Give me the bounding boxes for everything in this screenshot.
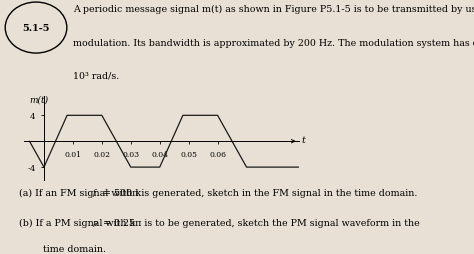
Text: f: f bbox=[92, 188, 95, 197]
Text: (b) If a PM signal with k: (b) If a PM signal with k bbox=[19, 218, 135, 228]
Text: = 0.25π is to be generated, sketch the PM signal waveform in the: = 0.25π is to be generated, sketch the P… bbox=[100, 218, 420, 227]
Text: modulation. Its bandwidth is approximated by 200 Hz. The modulation system has ω: modulation. Its bandwidth is approximate… bbox=[73, 39, 474, 47]
Text: time domain.: time domain. bbox=[19, 244, 106, 253]
Text: 5.1-5: 5.1-5 bbox=[22, 24, 50, 33]
Text: p: p bbox=[92, 218, 97, 226]
Text: m(t): m(t) bbox=[29, 95, 49, 104]
Text: = 500π is generated, sketch in the FM signal in the time domain.: = 500π is generated, sketch in the FM si… bbox=[100, 188, 418, 198]
Text: 10³ rad/s.: 10³ rad/s. bbox=[73, 71, 120, 80]
Text: (a) If an FM signal with k: (a) If an FM signal with k bbox=[19, 188, 141, 198]
Text: t: t bbox=[301, 135, 305, 144]
Text: A periodic message signal m(t) as shown in Figure P5.1-5 is to be transmitted by: A periodic message signal m(t) as shown … bbox=[73, 5, 474, 14]
